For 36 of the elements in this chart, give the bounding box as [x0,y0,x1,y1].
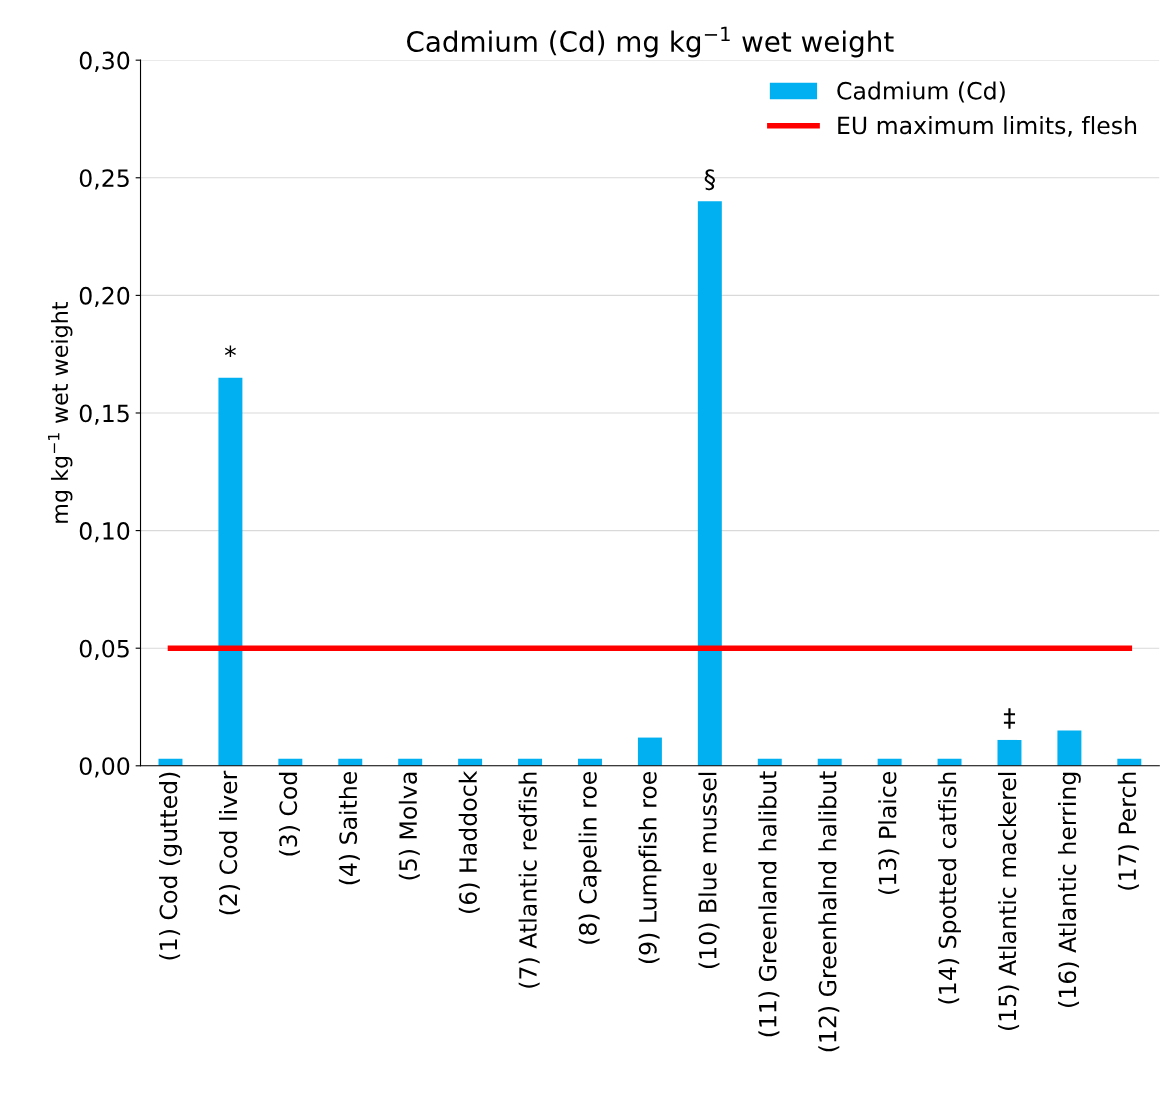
x-tick-label: (5) Molva [398,772,420,880]
x-tick-label: (16) Atlantic herring [1057,772,1081,1007]
bar [1057,730,1082,766]
legend-label: EU maximum limits, flesh [838,116,1137,137]
x-tick-label: (14) Spotted catfish [938,772,961,1004]
x-tick-label: (4) Saithe [338,771,360,885]
legend-label: Cadmium (Cd) [837,81,1005,103]
annotation: * [224,345,236,358]
x-tick-label: (11) Greenland halibut [758,771,780,1037]
x-tick-label: (13) Plaice [878,771,900,894]
x-tick-label: (7) Atlantic redfish [518,772,540,988]
x-tick-label: (15) Atlantic mackerel [998,772,1020,1030]
x-tick-label: (6) Haddock [458,770,480,913]
x-tick-label: (9) Lumpfish roe [638,771,662,964]
x-tick-label: (3) Cod [278,772,300,856]
x-tick-label: (8) Capelin roe [578,771,602,944]
bar [697,201,722,766]
annotation: § [704,169,715,191]
x-tick-label: (2) Cod liver [218,770,241,915]
x-tick-label: (12) Greenhalnd halibut [818,771,840,1052]
y-tick-label: 0,20 [79,286,130,308]
chart-title: Cadmium (Cd) mg kg$^{−1}$ wet weight [407,26,894,58]
annotation: ‡ [1003,708,1016,729]
y-tick-label: 0,25 [79,169,129,190]
y-tick-label: 0,00 [79,757,130,778]
bar [218,377,243,766]
x-tick-label: (17) Perch [1117,772,1139,890]
y-tick-label: 0,10 [79,522,130,543]
y-tick-label: 0,15 [79,404,129,425]
y-axis-title: mg kg$^{−1}$ wet weight [48,302,73,523]
bar [997,739,1022,766]
y-tick-label: 0,05 [79,639,129,660]
x-tick-label: (1) Cod (gutted) [159,772,182,960]
x-tick-label: (10) Blue mussel [698,772,720,969]
y-tick-label: 0,30 [79,51,130,72]
bar [637,737,662,766]
